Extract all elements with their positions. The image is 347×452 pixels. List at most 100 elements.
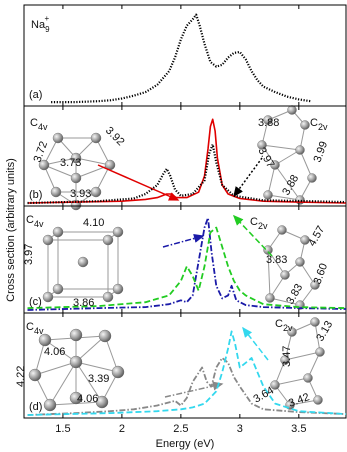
atom [112, 283, 124, 295]
bond-length: 3.83 [266, 254, 287, 266]
atom [303, 373, 313, 383]
bond [267, 164, 276, 196]
atom [90, 132, 102, 144]
atom [69, 328, 83, 342]
bond-length: 3.93 [70, 188, 91, 200]
series-line [27, 217, 347, 311]
series-line [27, 143, 347, 205]
atom [69, 355, 83, 369]
atom [95, 395, 109, 409]
atom [38, 333, 52, 347]
bond [284, 331, 293, 361]
x-axis-label: Energy (eV) [156, 438, 215, 450]
bond [75, 361, 103, 403]
atom [310, 280, 320, 290]
atom [280, 355, 290, 365]
atom [102, 291, 114, 303]
bond [75, 361, 119, 373]
atom [52, 226, 64, 238]
atom [310, 317, 320, 327]
bond-length: 3.47 [281, 346, 293, 367]
bond [314, 321, 321, 353]
atom [38, 159, 50, 171]
atom [52, 132, 64, 144]
x-tick-label: 3 [237, 423, 243, 435]
bond [34, 361, 77, 376]
panel-label: (a) [29, 89, 42, 101]
atom [42, 291, 54, 303]
bond-length: 3.72 [32, 140, 51, 164]
bond [43, 157, 77, 166]
arrow [233, 157, 263, 198]
bond-length: 4.06 [77, 393, 98, 405]
atom [263, 245, 273, 255]
atom [263, 115, 273, 125]
atom [307, 173, 317, 183]
atom [265, 293, 275, 303]
y-axis-label: Cross section (arbitrary units) [5, 158, 17, 302]
bond [284, 351, 321, 361]
arrow [232, 214, 273, 257]
species-base: Na [31, 19, 46, 31]
series-line [27, 330, 347, 416]
bond [269, 297, 301, 306]
symmetry-label: C4v [26, 321, 44, 336]
symmetry-main: C [26, 214, 34, 226]
cluster-drawings [28, 105, 325, 412]
atom [300, 120, 310, 130]
symmetry-label: C2v [250, 216, 268, 231]
bond-length: 4.22 [15, 366, 27, 387]
symmetry-sub: 2v [258, 221, 268, 231]
species-sub: 9 [45, 25, 50, 34]
panel-frame [23, 312, 347, 419]
bond-length: 4.57 [306, 224, 327, 249]
panel-label: (b) [29, 189, 42, 201]
x-tick-label: 3.5 [291, 423, 306, 435]
atom [300, 235, 310, 245]
atom [257, 140, 267, 150]
bond [44, 339, 77, 363]
atom [70, 152, 82, 164]
panel-label: (d) [29, 401, 42, 413]
atom [112, 226, 124, 238]
atom [295, 195, 305, 205]
bond [75, 157, 111, 166]
symmetry-sub: 4v [34, 219, 44, 229]
bond [274, 377, 309, 386]
atom [270, 380, 280, 390]
symmetry-label: C2v [310, 117, 328, 132]
bond-length: 3.97 [23, 244, 35, 265]
symmetry-sub: 4v [34, 326, 44, 336]
atom [287, 327, 297, 337]
atom [295, 145, 305, 155]
bond [267, 194, 301, 201]
arrows [97, 157, 273, 398]
bond [299, 149, 313, 179]
atom [77, 256, 89, 268]
bond [289, 399, 319, 406]
atom [287, 105, 297, 115]
atom [111, 365, 125, 379]
symmetry-sub: 2v [318, 122, 328, 132]
atom [263, 190, 273, 200]
panel-label: (c) [29, 296, 42, 308]
symmetry-label: C2v [275, 318, 293, 333]
bond-length: 3.42 [287, 391, 311, 410]
atom [43, 398, 57, 412]
bond [274, 149, 301, 166]
bond [75, 335, 106, 363]
bond-length: 3.73 [60, 157, 81, 169]
series-line [27, 226, 347, 309]
bond [49, 361, 77, 406]
atom [90, 186, 102, 198]
symmetry-sub: 2v [283, 323, 293, 333]
arrow [162, 234, 205, 248]
bond [267, 249, 271, 299]
series-line [51, 13, 311, 104]
atom [295, 257, 305, 267]
bond-length: 3.92 [103, 125, 127, 149]
atom [280, 270, 290, 280]
x-tick-label: 1.5 [55, 423, 70, 435]
bond [307, 351, 321, 379]
